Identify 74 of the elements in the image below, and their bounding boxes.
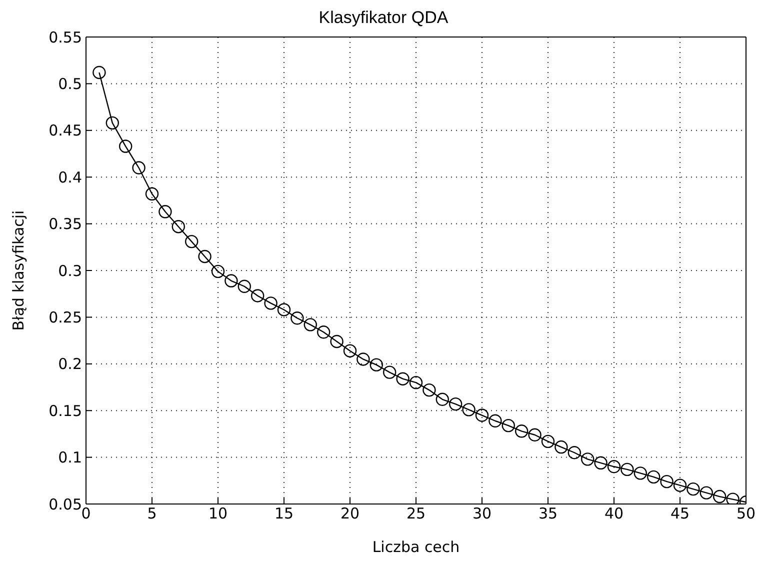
point [422,383,436,397]
y-axis-title: Błąd klasyfikacji [9,210,28,331]
y-tick-label: 0.35 [48,215,82,234]
x-tick-label: 0 [81,504,91,523]
point [713,490,726,504]
x-tick-label: 40 [604,504,624,523]
point [686,482,700,496]
point [673,478,687,492]
point [132,161,146,174]
point [620,462,634,476]
y-tick-label: 0.05 [48,495,82,514]
point [92,66,106,80]
point [475,408,489,422]
point [383,366,396,379]
x-tick-label: 10 [208,504,228,523]
y-tick-label: 0.4 [58,168,82,186]
x-tick-label: 35 [538,504,558,523]
y-tick-label: 0.2 [58,355,82,374]
point [594,456,608,470]
y-tick-label: 0.25 [48,308,82,327]
point [647,470,660,484]
point [370,358,383,372]
point [172,220,185,234]
y-tick-label: 0.45 [48,122,82,140]
point [488,414,502,428]
point [660,474,674,488]
point [541,434,555,448]
point [700,486,713,500]
point [528,428,542,442]
point [317,326,330,339]
point [554,440,568,454]
y-tick-label: 0.1 [58,448,82,467]
y-tick-label: 0.5 [58,75,82,94]
point [436,392,449,406]
x-tick-label: 45 [670,504,690,523]
point [396,372,410,386]
point [356,352,370,366]
y-tick-label: 0.15 [48,402,82,420]
point [106,116,119,130]
point [581,452,594,466]
point [264,296,278,310]
point [238,280,251,293]
point [409,376,423,390]
chart-title: Klasyfikator QDA [318,8,450,28]
point [462,403,476,416]
y-tick-label: 0.55 [48,28,82,46]
point [145,187,159,201]
point [290,312,304,325]
point [277,303,291,316]
point [251,289,264,302]
point [634,466,647,480]
x-axis-title: Liczba cech [372,538,460,556]
x-tick-label: 50 [736,504,756,523]
x-tick-label: 15 [274,504,294,523]
y-tick-label: 0.3 [58,262,82,280]
x-tick-label: 20 [340,504,360,523]
point [211,264,225,278]
point [224,274,238,288]
point [119,140,132,153]
point [568,446,581,460]
point [198,250,212,264]
point [185,234,198,248]
point [343,344,357,358]
x-tick-label: 5 [147,504,157,523]
point [330,334,344,348]
x-tick-label: 25 [406,504,426,523]
point [607,460,621,474]
point [158,205,172,218]
point [304,318,317,332]
point [515,424,528,438]
point [449,397,462,411]
point [502,418,515,432]
point [726,492,740,504]
x-tick-label: 30 [472,504,492,523]
